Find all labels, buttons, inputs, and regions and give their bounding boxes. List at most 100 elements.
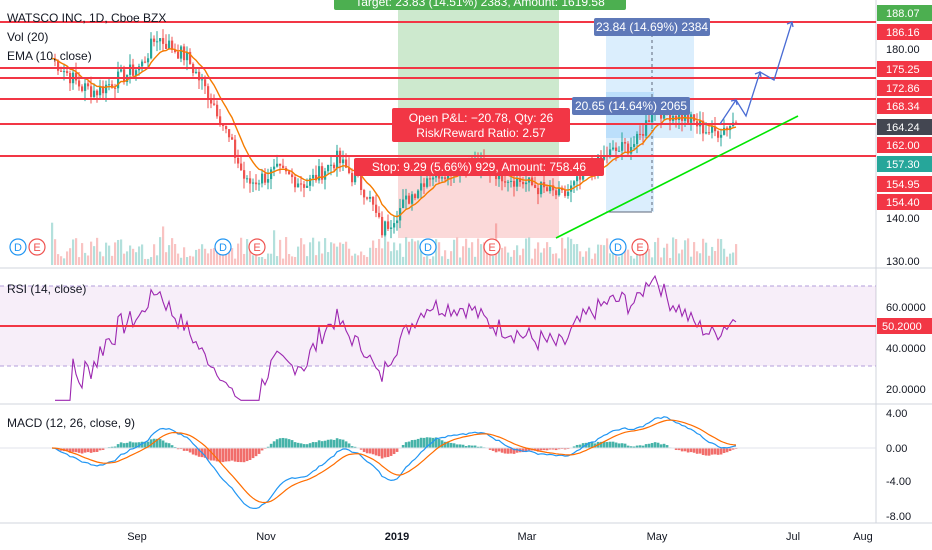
rsi-axis[interactable]: 60.0000 40.0000 20.0000 50.2000: [877, 302, 932, 396]
candle[interactable]: [627, 141, 630, 156]
upper-measure-label[interactable]: 23.84 (14.69%) 2384: [594, 18, 710, 36]
candle[interactable]: [612, 140, 615, 151]
candle[interactable]: [93, 83, 96, 100]
candle[interactable]: [273, 158, 276, 177]
candle[interactable]: [300, 176, 303, 192]
candle[interactable]: [363, 188, 366, 205]
price-axis-label[interactable]: 154.95: [877, 176, 932, 192]
candle[interactable]: [102, 80, 105, 100]
candle[interactable]: [108, 78, 111, 91]
candle[interactable]: [216, 100, 219, 119]
candle[interactable]: [633, 136, 636, 151]
candle[interactable]: [423, 177, 426, 195]
candle[interactable]: [522, 176, 525, 189]
price-axis-labels[interactable]: 188.07 186.16 175.25 172.86 168.34 164.24 162.…: [877, 5, 932, 210]
candle[interactable]: [432, 175, 435, 187]
rsi-line[interactable]: [55, 274, 737, 401]
macd-line[interactable]: [51, 416, 737, 510]
candle[interactable]: [405, 188, 408, 210]
candle[interactable]: [558, 181, 561, 197]
price-axis[interactable]: 180.00 140.00 130.00: [886, 44, 920, 268]
candle[interactable]: [702, 112, 705, 142]
candle[interactable]: [153, 35, 156, 47]
candle[interactable]: [171, 36, 174, 53]
candle[interactable]: [549, 180, 552, 194]
candle[interactable]: [240, 155, 243, 172]
candle[interactable]: [297, 178, 300, 188]
price-axis-label[interactable]: 162.00: [877, 137, 932, 153]
candle[interactable]: [183, 43, 186, 66]
dividend-marker[interactable]: D: [9, 238, 27, 256]
candle[interactable]: [372, 196, 375, 212]
candle[interactable]: [444, 175, 447, 182]
lower-measure-label[interactable]: 20.65 (14.64%) 2065: [572, 97, 690, 115]
candle[interactable]: [312, 168, 315, 187]
macd-axis[interactable]: 4.00 0.00 -4.00 -8.00: [886, 408, 911, 523]
pl-label[interactable]: Open P&L: −20.78, Qty: 26 Risk/Reward Ra…: [392, 108, 570, 142]
candle[interactable]: [414, 193, 417, 201]
candle[interactable]: [168, 34, 171, 50]
candle[interactable]: [309, 174, 312, 192]
price-axis-label[interactable]: 188.07: [877, 5, 932, 21]
candle[interactable]: [321, 162, 324, 184]
candle[interactable]: [690, 111, 693, 131]
candle[interactable]: [210, 93, 213, 109]
candle[interactable]: [264, 168, 267, 186]
candle[interactable]: [417, 189, 420, 200]
rsi-indicator-label[interactable]: RSI (14, close): [7, 282, 86, 296]
candle[interactable]: [576, 175, 579, 191]
price-axis-label[interactable]: 164.24: [877, 119, 932, 135]
ema-indicator-label[interactable]: EMA (10, close): [7, 49, 92, 63]
candle[interactable]: [507, 179, 510, 192]
candle[interactable]: [618, 146, 621, 152]
candle[interactable]: [99, 79, 102, 99]
candle[interactable]: [162, 29, 165, 52]
candle[interactable]: [225, 125, 228, 134]
candle[interactable]: [573, 179, 576, 193]
candle[interactable]: [258, 179, 261, 191]
signal-line[interactable]: [51, 419, 737, 504]
candle[interactable]: [201, 73, 204, 90]
candle[interactable]: [717, 130, 720, 143]
candle[interactable]: [642, 125, 645, 146]
candle[interactable]: [360, 173, 363, 196]
candle[interactable]: [189, 48, 192, 65]
candle[interactable]: [288, 171, 291, 175]
candle[interactable]: [159, 38, 162, 51]
symbol-title[interactable]: WATSCO INC, 1D, Cboe BZX: [7, 11, 166, 25]
candle[interactable]: [375, 194, 378, 218]
volume-indicator-label[interactable]: Vol (20): [7, 30, 48, 44]
earnings-marker[interactable]: E: [631, 238, 649, 256]
candle[interactable]: [408, 192, 411, 205]
target-label[interactable]: Target: 23.83 (14.51%) 2383, Amount: 161…: [334, 0, 626, 10]
candle[interactable]: [228, 129, 231, 143]
candle[interactable]: [234, 134, 237, 164]
macd-indicator-label[interactable]: MACD (12, 26, close, 9): [7, 416, 135, 430]
candle[interactable]: [342, 150, 345, 172]
candle[interactable]: [231, 133, 234, 140]
candle[interactable]: [366, 196, 369, 201]
candle[interactable]: [369, 190, 372, 203]
candle[interactable]: [729, 125, 732, 139]
candle[interactable]: [603, 145, 606, 161]
candle[interactable]: [396, 210, 399, 231]
candle[interactable]: [96, 89, 99, 103]
candle[interactable]: [261, 168, 264, 188]
candle[interactable]: [333, 162, 336, 172]
dividend-marker[interactable]: D: [214, 238, 232, 256]
candle[interactable]: [249, 171, 252, 193]
candle[interactable]: [378, 206, 381, 219]
price-axis-label[interactable]: 186.16: [877, 24, 932, 40]
price-axis-label[interactable]: 175.25: [877, 61, 932, 77]
candle[interactable]: [195, 68, 198, 75]
candle[interactable]: [246, 175, 249, 183]
dividend-marker[interactable]: D: [419, 238, 437, 256]
candle[interactable]: [555, 187, 558, 200]
candle[interactable]: [513, 172, 516, 197]
candle[interactable]: [267, 168, 270, 190]
price-axis-label[interactable]: 172.86: [877, 80, 932, 96]
candle[interactable]: [180, 45, 183, 63]
earnings-marker[interactable]: E: [248, 238, 266, 256]
